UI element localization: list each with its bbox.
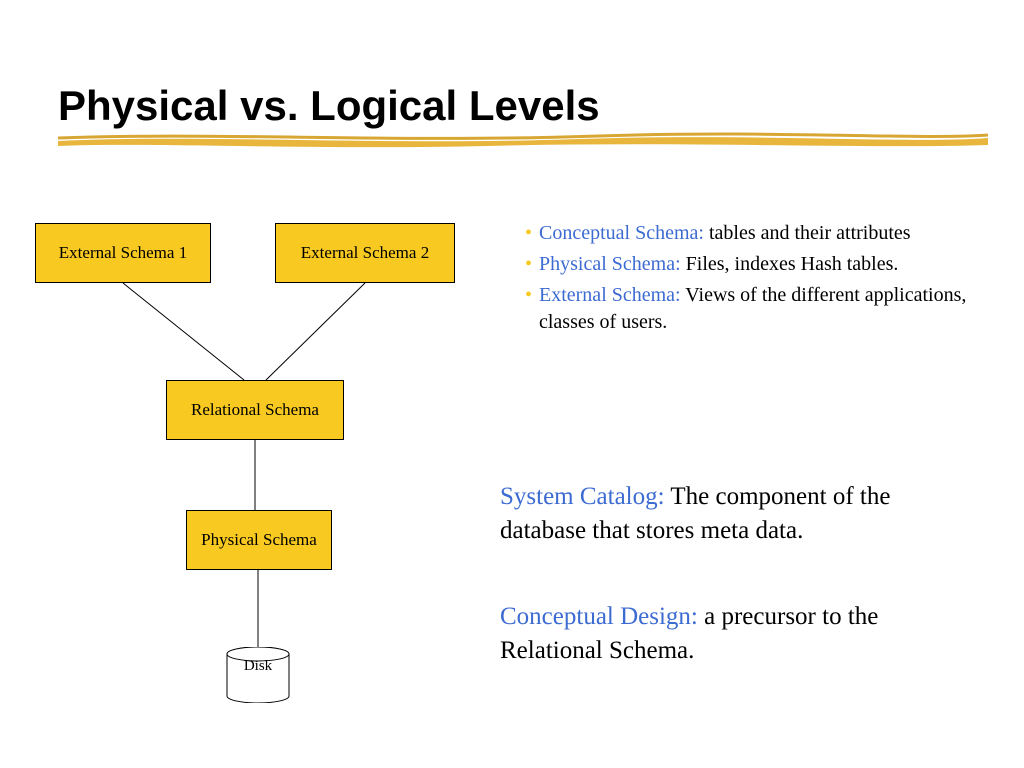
diagram-node-label: External Schema 2: [301, 243, 429, 263]
diagram-node-label: Relational Schema: [191, 400, 319, 420]
bullet-label: Conceptual Schema:: [539, 222, 704, 244]
disk-cylinder: Disk: [226, 647, 290, 703]
paragraph-label: Conceptual Design:: [500, 603, 698, 630]
diagram-node-rel: Relational Schema: [166, 380, 344, 440]
diagram-node-ext1: External Schema 1: [35, 223, 211, 283]
diagram-node-ext2: External Schema 2: [275, 223, 455, 283]
diagram-edge-1: [266, 283, 365, 380]
definitions-bullet-list: Conceptual Schema: tables and their attr…: [525, 220, 990, 340]
bullet-text: tables and their attributes: [704, 222, 911, 244]
bullet-item: External Schema: Views of the different …: [525, 282, 990, 336]
diagram-node-phys: Physical Schema: [186, 510, 332, 570]
paragraph-1: Conceptual Design: a precursor to the Re…: [500, 600, 975, 668]
disk-label: Disk: [226, 658, 290, 675]
bullet-label: Physical Schema:: [539, 253, 681, 275]
paragraph-0: System Catalog: The component of the dat…: [500, 480, 975, 548]
diagram-node-label: External Schema 1: [59, 243, 187, 263]
bullet-text: Files, indexes Hash tables.: [681, 253, 899, 275]
diagram-edge-0: [123, 283, 244, 380]
diagram-node-label: Physical Schema: [201, 530, 317, 550]
bullet-label: External Schema:: [539, 284, 681, 306]
title-underline-stroke: [58, 132, 988, 148]
bullet-item: Physical Schema: Files, indexes Hash tab…: [525, 251, 990, 278]
paragraph-label: System Catalog:: [500, 483, 665, 510]
slide: Physical vs. Logical Levels External Sch…: [0, 0, 1024, 768]
bullet-item: Conceptual Schema: tables and their attr…: [525, 220, 990, 247]
slide-title: Physical vs. Logical Levels: [58, 82, 600, 130]
